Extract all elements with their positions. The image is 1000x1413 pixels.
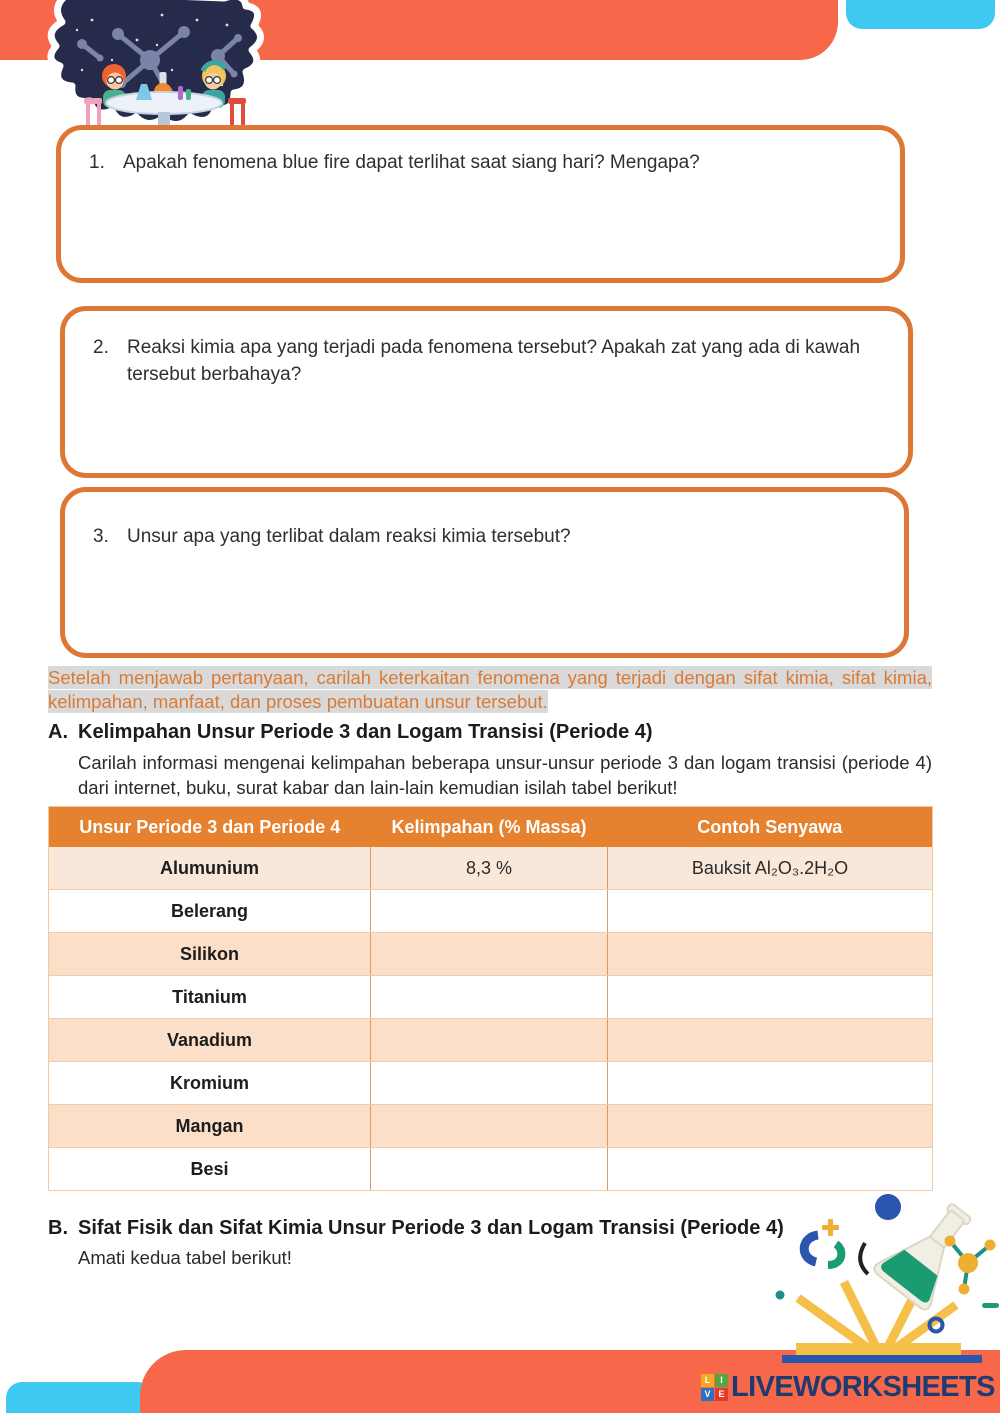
table-row: Vanadium bbox=[48, 1018, 933, 1062]
section-a-title: Kelimpahan Unsur Periode 3 dan Logam Tra… bbox=[78, 721, 653, 743]
answer-area-2[interactable] bbox=[65, 388, 908, 473]
element-cell: Besi bbox=[48, 1147, 371, 1191]
lab-table bbox=[105, 72, 223, 130]
header-kelimpahan: Kelimpahan (% Massa) bbox=[370, 806, 608, 847]
section-a-heading: A. Kelimpahan Unsur Periode 3 dan Logam … bbox=[48, 721, 653, 744]
question-box-2: 2. Reaksi kimia apa yang terjadi pada fe… bbox=[60, 306, 913, 478]
element-cell: Alumunium bbox=[48, 847, 371, 890]
bottom-cyan-band bbox=[6, 1382, 148, 1413]
flask-icon bbox=[873, 1203, 972, 1311]
question-box-1: 1. Apakah fenomena blue fire dapat terli… bbox=[56, 125, 905, 283]
section-b-title: Sifat Fisik dan Sifat Kimia Unsur Period… bbox=[78, 1217, 784, 1239]
molecule-nodes bbox=[77, 26, 242, 97]
question-number: 1. bbox=[89, 152, 105, 173]
answer-area-3[interactable] bbox=[65, 550, 904, 653]
senyawa-cell[interactable] bbox=[607, 1061, 933, 1105]
section-b-subtitle: Amati kedua tabel berikut! bbox=[78, 1247, 292, 1268]
kelimpahan-cell: 8,3 % bbox=[370, 847, 608, 890]
element-cell: Belerang bbox=[48, 889, 371, 933]
kelimpahan-cell[interactable] bbox=[370, 1147, 608, 1191]
question-text: Reaksi kimia apa yang terjadi pada fenom… bbox=[127, 337, 861, 385]
kelimpahan-cell[interactable] bbox=[370, 1061, 608, 1105]
science-book-illustration bbox=[775, 1194, 999, 1363]
logo-letter: V bbox=[701, 1388, 714, 1401]
molecule-icon bbox=[944, 1235, 996, 1295]
senyawa-cell[interactable] bbox=[607, 975, 933, 1019]
element-cell: Vanadium bbox=[48, 1018, 371, 1062]
element-cell: Silikon bbox=[48, 932, 371, 976]
black-curve bbox=[858, 1241, 870, 1276]
boy-figure bbox=[102, 64, 126, 108]
table-row: Kromium bbox=[48, 1061, 933, 1105]
logo-letter: E bbox=[715, 1388, 728, 1401]
minus-icon bbox=[982, 1303, 999, 1308]
plus-icon bbox=[822, 1219, 839, 1236]
ring-icon bbox=[927, 1316, 945, 1334]
question-number: 3. bbox=[93, 526, 109, 547]
table-header-row: Unsur Periode 3 dan Periode 4 Kelimpahan… bbox=[48, 806, 933, 847]
liveworksheets-logo: L I V E bbox=[701, 1374, 728, 1401]
senyawa-cell[interactable] bbox=[607, 932, 933, 976]
header-unsur: Unsur Periode 3 dan Periode 4 bbox=[48, 806, 371, 847]
answer-area-1[interactable] bbox=[61, 176, 900, 278]
table-row: Besi bbox=[48, 1147, 933, 1191]
header-senyawa: Contoh Senyawa bbox=[607, 806, 933, 847]
kelimpahan-cell[interactable] bbox=[370, 889, 608, 933]
book-cover bbox=[796, 1343, 961, 1356]
senyawa-cell: Bauksit Al₂O₃.2H₂O bbox=[607, 847, 933, 890]
instruction-highlight: Setelah menjawab pertanyaan, carilah ket… bbox=[48, 666, 932, 713]
table-row: Silikon bbox=[48, 932, 933, 976]
blue-swirl bbox=[799, 1230, 820, 1267]
element-cell: Titanium bbox=[48, 975, 371, 1019]
kelimpahan-table: Unsur Periode 3 dan Periode 4 Kelimpahan… bbox=[48, 806, 933, 1191]
table-row: Belerang bbox=[48, 889, 933, 933]
section-b-label: B. bbox=[48, 1217, 68, 1239]
senyawa-cell[interactable] bbox=[607, 1018, 933, 1062]
table-row: Alumunium 8,3 % Bauksit Al₂O₃.2H₂O bbox=[48, 847, 933, 890]
kelimpahan-cell[interactable] bbox=[370, 975, 608, 1019]
question-number: 2. bbox=[93, 337, 109, 358]
logo-letter: I bbox=[715, 1374, 728, 1387]
kelimpahan-cell[interactable] bbox=[370, 1104, 608, 1148]
teal-dot bbox=[775, 1290, 785, 1300]
senyawa-cell[interactable] bbox=[607, 1147, 933, 1191]
blue-dot bbox=[875, 1194, 901, 1220]
question-box-3: 3. Unsur apa yang terlibat dalam reaksi … bbox=[60, 487, 909, 658]
table-row: Mangan bbox=[48, 1104, 933, 1148]
element-cell: Mangan bbox=[48, 1104, 371, 1148]
senyawa-cell[interactable] bbox=[607, 1104, 933, 1148]
brand-text: LIVEWORKSHEETS bbox=[731, 1371, 996, 1403]
kelimpahan-cell[interactable] bbox=[370, 932, 608, 976]
section-a-intro: Carilah informasi mengenai kelimpahan be… bbox=[78, 752, 932, 798]
kelimpahan-cell[interactable] bbox=[370, 1018, 608, 1062]
instruction-highlight-text: Setelah menjawab pertanyaan, carilah ket… bbox=[48, 666, 932, 713]
section-a-label: A. bbox=[48, 721, 68, 743]
senyawa-cell[interactable] bbox=[607, 889, 933, 933]
table-row: Titanium bbox=[48, 975, 933, 1019]
chairs bbox=[84, 98, 246, 128]
book-base bbox=[782, 1355, 982, 1363]
top-cyan-band bbox=[846, 0, 995, 29]
question-text: Apakah fenomena blue fire dapat terlihat… bbox=[123, 152, 700, 173]
green-swirl bbox=[827, 1240, 846, 1269]
logo-letter: L bbox=[701, 1374, 714, 1387]
question-text: Unsur apa yang terlibat dalam reaksi kim… bbox=[127, 526, 571, 547]
element-cell: Kromium bbox=[48, 1061, 371, 1105]
section-b-heading: B. Sifat Fisik dan Sifat Kimia Unsur Per… bbox=[48, 1217, 784, 1240]
science-kids-illustration bbox=[47, 0, 264, 130]
liveworksheets-brand[interactable]: L I V E LIVEWORKSHEETS bbox=[701, 1371, 996, 1404]
